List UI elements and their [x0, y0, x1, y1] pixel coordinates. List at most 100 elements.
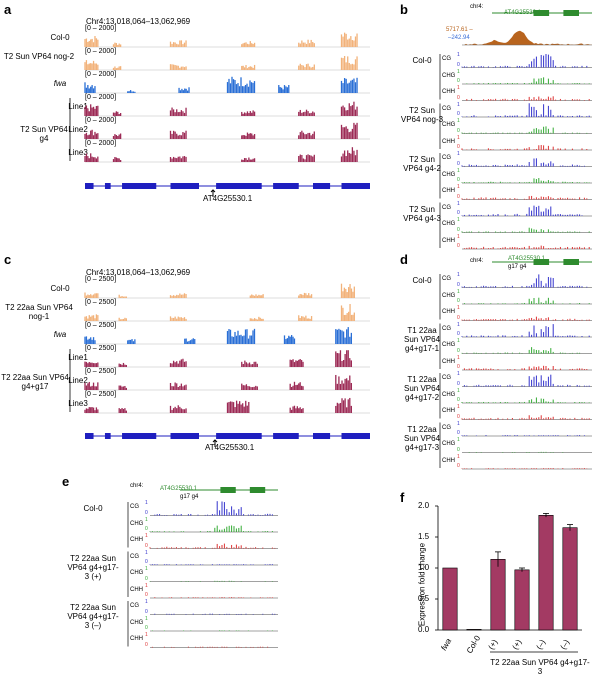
track-range: [0 – 2000]: [85, 48, 117, 55]
group-label: T1 22aa Sun VP64 g4+g17-3: [403, 424, 441, 452]
gene-exon: [216, 433, 262, 439]
context-label: CG: [130, 553, 139, 560]
context-label: CHH: [442, 237, 455, 244]
track-range: [0 – 2500]: [85, 322, 117, 329]
gene-exon: [273, 183, 299, 189]
track-range: [0 – 2500]: [85, 299, 117, 306]
context-label: CHG: [442, 171, 456, 178]
scale-one: 1: [457, 134, 460, 141]
gene-exon: [104, 183, 111, 189]
gene-exon: [563, 10, 579, 16]
track-range: [0 – 2500]: [85, 276, 117, 283]
bar: [442, 567, 458, 631]
scale-one: 1: [145, 549, 148, 556]
panel-e-gene: AT4G25530.1: [160, 486, 197, 492]
context-label: CG: [442, 424, 451, 431]
scale-zero: 0: [145, 559, 148, 565]
context-label: CG: [442, 155, 451, 162]
context-label: CHG: [130, 520, 144, 527]
scale-zero: 0: [457, 210, 460, 216]
panel-b-scale-top: 5717.61 –: [446, 27, 473, 33]
context-label: CHH: [130, 537, 143, 544]
context-label: CG: [130, 603, 139, 610]
scale-zero: 0: [457, 331, 460, 337]
context-label: CG: [442, 375, 451, 382]
scale-zero: 0: [457, 78, 460, 84]
gene-exon: [341, 433, 370, 439]
scale-one: 1: [457, 200, 460, 207]
track-range: [0 – 2000]: [85, 117, 117, 124]
scale-zero: 0: [457, 364, 460, 370]
gene-exon: [273, 433, 299, 439]
gene-exon: [85, 433, 94, 439]
scale-zero: 0: [145, 641, 148, 648]
scale-zero: 0: [457, 160, 460, 167]
group-label: T2 22aa Sun VP64 g4+g17-3 (+): [67, 553, 119, 581]
track-label: Line1: [68, 353, 88, 362]
track-range: [0 – 2000]: [85, 71, 117, 78]
panel-a-coords: Chr4:13,018,064–13,062,969: [86, 17, 191, 26]
panel-c-gene-label: AT4G25530.1: [205, 443, 255, 452]
group-label: T1 22aa Sun VP64 g4+g17-2: [403, 375, 441, 402]
y-tick-label: 0.0: [418, 625, 430, 634]
gene-exon: [313, 183, 331, 189]
context-label: CG: [442, 276, 451, 283]
scale-one: 1: [145, 599, 148, 605]
scale-one: 1: [457, 420, 460, 427]
gene-exon: [533, 10, 550, 16]
scale-one: 1: [457, 217, 460, 223]
track-range: [0 – 2000]: [85, 94, 117, 101]
scale-zero: 0: [457, 193, 460, 200]
y-tick-label: 0.5: [418, 594, 430, 603]
gene-exon: [122, 433, 157, 439]
track-label: Line3: [68, 148, 88, 157]
scale-zero: 0: [145, 625, 148, 631]
gene-exon: [85, 183, 94, 189]
group-label: Col-0: [83, 504, 103, 513]
scale-one: 1: [457, 354, 460, 361]
scale-one: 1: [145, 533, 148, 539]
context-label: CHG: [442, 221, 456, 228]
context-label: CHH: [130, 586, 143, 593]
panel-c-letter: c: [4, 252, 12, 267]
panel-e-chrom: chr4:: [130, 483, 144, 489]
context-label: CG: [442, 204, 451, 211]
scale-zero: 0: [145, 575, 148, 582]
scale-one: 1: [457, 85, 460, 91]
group-label: T2 22aa Sun VP64 g4+g17-3 (–): [67, 603, 119, 630]
scale-one: 1: [145, 500, 148, 506]
context-label: CHG: [442, 441, 456, 448]
y-tick-label: 1.0: [418, 563, 430, 572]
group-label: T2 Sun VP64 g4-3: [403, 204, 441, 223]
context-label: CG: [442, 325, 451, 332]
scale-one: 1: [457, 68, 460, 75]
scale-zero: 0: [457, 243, 460, 249]
context-label: CG: [442, 105, 451, 112]
scale-zero: 0: [457, 314, 460, 321]
bar: [514, 569, 530, 631]
panel-b-scale-bottom: –242.94: [448, 35, 470, 41]
panel-e-guides: g17 g4: [180, 494, 199, 500]
scale-zero: 0: [145, 542, 148, 549]
context-label: CHG: [442, 391, 456, 398]
gene-arrow: [210, 189, 216, 197]
gene-exon: [104, 433, 111, 439]
context-label: CHH: [442, 358, 455, 365]
scale-one: 1: [457, 404, 460, 410]
y-tick-label: 2.0: [418, 501, 430, 510]
track-label: Col-0: [50, 33, 70, 42]
context-label: CHG: [442, 72, 456, 79]
scale-zero: 0: [145, 608, 148, 615]
scale-zero: 0: [457, 94, 460, 101]
context-label: CHG: [442, 342, 456, 349]
context-label: CG: [442, 56, 451, 63]
scale-zero: 0: [457, 226, 460, 233]
scale-one: 1: [457, 184, 460, 190]
scale-zero: 0: [457, 397, 460, 403]
scale-zero: 0: [457, 463, 460, 469]
track-label: Line2: [68, 376, 88, 385]
scale-one: 1: [457, 151, 460, 157]
gene-exon: [170, 183, 199, 189]
panel-a-gene-label: AT4G25530.1: [203, 194, 253, 203]
